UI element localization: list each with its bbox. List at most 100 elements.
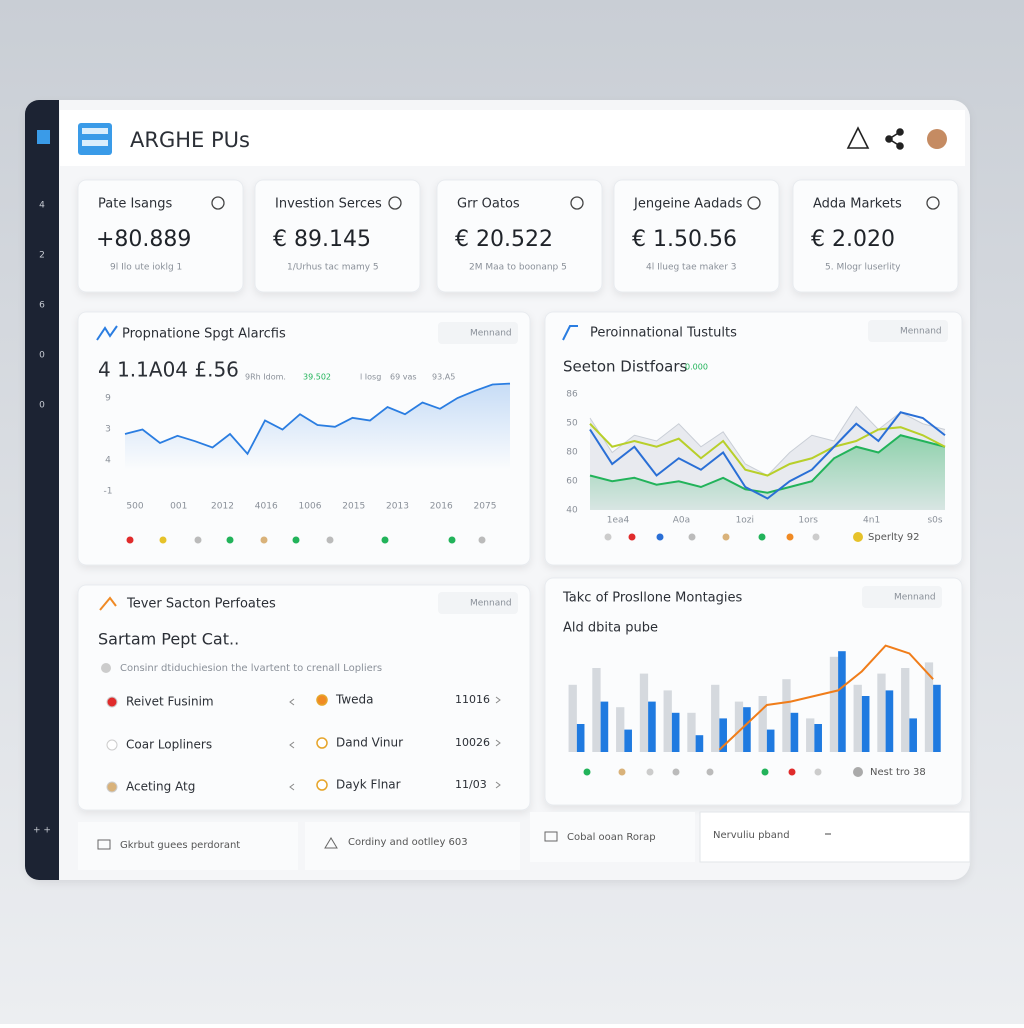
bar <box>877 673 886 752</box>
button-label[interactable]: Mennand <box>900 327 942 337</box>
row-label[interactable]: Reivet Fusinim <box>126 695 214 709</box>
stat: l Iosg <box>360 373 381 382</box>
legend-label: Nest tro 38 <box>870 767 926 778</box>
x-tick-label: 1ozi <box>736 516 754 526</box>
bar <box>885 690 894 752</box>
card-note: 4l Ilueg tae maker 3 <box>646 263 737 273</box>
button[interactable] <box>438 592 518 614</box>
status-dot <box>106 696 118 708</box>
row-label[interactable]: Tweda <box>335 693 374 707</box>
bar <box>600 701 609 752</box>
legend-icon <box>688 533 696 541</box>
sidebar-item[interactable]: 4 <box>39 201 45 211</box>
button-label[interactable]: Mennand <box>470 329 512 339</box>
sidebar-item[interactable]: 0 <box>39 401 45 411</box>
y-tick-label: -1 <box>104 487 113 497</box>
logo-stripe <box>82 128 108 134</box>
panel-title: Takc of Prosllone Montagies <box>562 591 743 606</box>
legend-icon <box>126 536 134 544</box>
footer-item[interactable] <box>78 822 298 870</box>
line <box>589 423 946 477</box>
legend-icon <box>604 533 612 541</box>
logo <box>78 123 112 155</box>
card-note: 2M Maa to boonanp 5 <box>469 263 567 273</box>
line <box>589 434 946 494</box>
row-label[interactable]: Coar Lopliners <box>126 738 212 752</box>
button[interactable] <box>438 322 518 344</box>
legend-dot <box>853 532 863 542</box>
bar <box>663 690 672 752</box>
avatar[interactable] <box>927 129 947 149</box>
y-tick-label: 80 <box>566 448 578 458</box>
sidebar-logo[interactable] <box>37 130 50 144</box>
legend-icon <box>761 768 769 776</box>
logo-stripe <box>82 140 108 146</box>
bar <box>838 651 846 752</box>
x-tick-label: 001 <box>170 502 187 512</box>
footer-item[interactable] <box>305 822 520 870</box>
bar <box>790 712 799 752</box>
chevron <box>495 739 501 747</box>
chevron <box>289 741 295 749</box>
footer-item[interactable] <box>699 811 971 863</box>
sidebar-item[interactable]: 0 <box>39 351 45 361</box>
legend-icon <box>646 768 654 776</box>
x-tick-label: 1ea4 <box>607 516 630 526</box>
bar <box>648 701 656 752</box>
card <box>792 179 959 293</box>
status-dot <box>316 737 328 749</box>
card-icon <box>747 196 761 210</box>
button[interactable] <box>862 586 942 608</box>
row-number: 10026 <box>455 736 490 749</box>
card-note: 1/Urhus tac mamy 5 <box>287 263 379 273</box>
legend-icon <box>656 533 664 541</box>
legend-label: Sperlty 92 <box>868 532 919 543</box>
sidebar-item[interactable]: 6 <box>39 301 45 311</box>
list: Reivet Fusinim Coar Lopliners Aceting Atg T… <box>106 693 501 794</box>
row-label[interactable]: Dayk Flnar <box>336 778 401 792</box>
legend-icon <box>788 768 796 776</box>
legend-icon <box>292 536 300 544</box>
legend-icon <box>326 536 334 544</box>
footer-label[interactable]: Cobal ooan Rorap <box>567 832 656 843</box>
bar <box>743 707 751 752</box>
stat: 69 vas <box>390 373 417 382</box>
share-icon[interactable] <box>885 128 904 150</box>
legend-icon <box>672 768 680 776</box>
button-label[interactable]: Mennand <box>470 599 512 609</box>
description: Consinr dtiduchiesion the lvartent to cr… <box>120 663 382 674</box>
x-tick-label: 2012 <box>211 502 234 512</box>
button-label[interactable]: Mennand <box>894 593 936 603</box>
row-label[interactable]: Dand Vinur <box>336 736 403 750</box>
legend-icon <box>260 536 268 544</box>
footer-icon <box>324 837 338 849</box>
footer-label[interactable]: Cordiny and ootlley 603 <box>348 837 468 848</box>
card-icon <box>926 196 940 210</box>
row-label[interactable]: Aceting Atg <box>126 780 195 794</box>
bar <box>782 679 791 752</box>
bar <box>711 684 720 752</box>
sidebar-item[interactable]: + + <box>33 826 51 836</box>
kpi-cards: Pate Isangs +80.889 9l Ilo ute ioklg 1 Inve… <box>77 179 959 293</box>
legend-icon <box>812 533 820 541</box>
line <box>718 644 934 751</box>
alert-icon[interactable] <box>846 126 870 149</box>
y-tick-label: 3 <box>105 425 111 435</box>
card <box>613 179 780 293</box>
bar <box>687 712 696 752</box>
legend-icon <box>583 768 591 776</box>
x-tick-label: s0s <box>927 516 942 526</box>
button[interactable] <box>868 320 948 342</box>
app-title: ARGHE PUs <box>130 128 250 152</box>
legend-icon <box>706 768 714 776</box>
card-value: € 89.145 <box>273 227 371 252</box>
legend-icon <box>758 533 766 541</box>
card-value: € 2.020 <box>811 227 895 252</box>
footer-label[interactable]: Gkrbut guees perdorant <box>120 840 240 851</box>
row-number: 11016 <box>455 693 490 706</box>
footer-label[interactable]: Nervuliu pband <box>713 830 790 841</box>
legend-icon <box>814 768 822 776</box>
card <box>436 179 603 293</box>
sidebar-item[interactable]: 2 <box>39 251 45 261</box>
subtitle: Seeton Distfoars <box>563 358 688 376</box>
